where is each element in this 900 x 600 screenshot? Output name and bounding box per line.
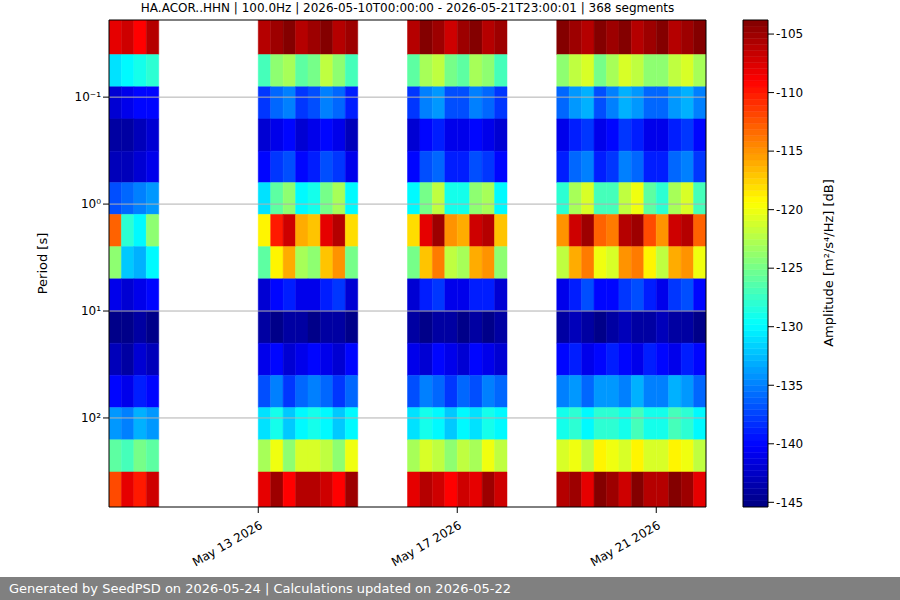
svg-text:10¹: 10¹ [81,304,101,318]
html-text:HA.ACOR..HHN | 100.0Hz | 2026-: HA.ACOR..HHN | 100.0Hz | 2026-05-10T00:0… [140,1,675,15]
svg-text:10²: 10² [81,411,101,425]
svg-text:10⁻¹: 10⁻¹ [75,90,102,104]
svg-text:May 13 2026: May 13 2026 [190,518,265,569]
svg-text:-140: -140 [776,437,803,451]
svg-text:Period [s]: Period [s] [35,233,50,295]
svg-text:-110: -110 [776,86,803,100]
svg-text:-125: -125 [776,261,803,275]
svg-text:10⁰: 10⁰ [81,197,101,211]
svg-text:Amplitude [m²/s⁴/Hz] [dB]: Amplitude [m²/s⁴/Hz] [dB] [821,179,836,347]
svg-text:-145: -145 [776,496,803,510]
svg-text:May 17 2026: May 17 2026 [389,518,464,569]
svg-text:-120: -120 [776,203,803,217]
svg-text:-130: -130 [776,320,803,334]
svg-text:-115: -115 [776,144,803,158]
svg-text:-105: -105 [776,27,803,41]
svg-text:May 21 2026: May 21 2026 [588,518,663,569]
svg-text:-135: -135 [776,379,803,393]
html-text:Generated by SeedPSD on 2026-0: Generated by SeedPSD on 2026-05-24 | Cal… [9,581,511,596]
